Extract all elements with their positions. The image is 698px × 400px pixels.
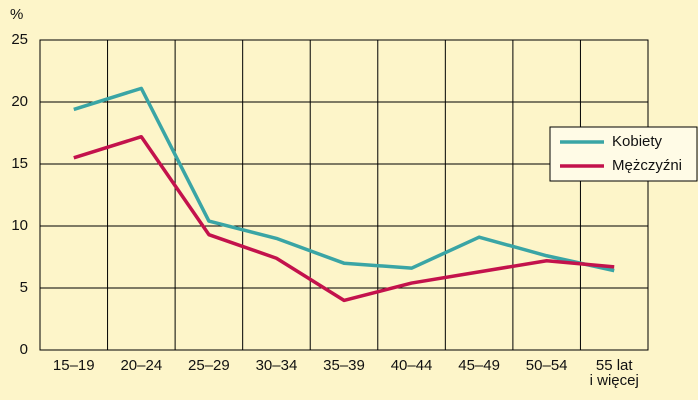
y-tick-label: 15 [11,155,28,172]
line-series [73,134,615,303]
x-tick-label: 55 lat i więcej [590,357,639,389]
y-tick-label: 20 [11,93,28,110]
legend-box [549,126,698,182]
x-tick-label: 20–24 [120,357,162,374]
line-series [73,86,615,273]
x-tick-label: 45–49 [458,357,500,374]
x-tick-label: 35–39 [323,357,365,374]
y-tick-label: 10 [11,217,28,234]
x-tick-label: 40–44 [391,357,433,374]
x-tick-label: 15–19 [53,357,95,374]
x-tick-label: 25–29 [188,357,230,374]
x-tick-label: 50–54 [526,357,568,374]
y-tick-label: 5 [20,279,28,296]
y-tick-label: 0 [20,341,28,358]
x-tick-label: 30–34 [256,357,298,374]
legend-label: Mężczyźni [612,157,682,174]
y-tick-label: 25 [11,31,28,48]
y-unit: % [10,6,23,23]
legend-label: Kobiety [612,133,663,150]
